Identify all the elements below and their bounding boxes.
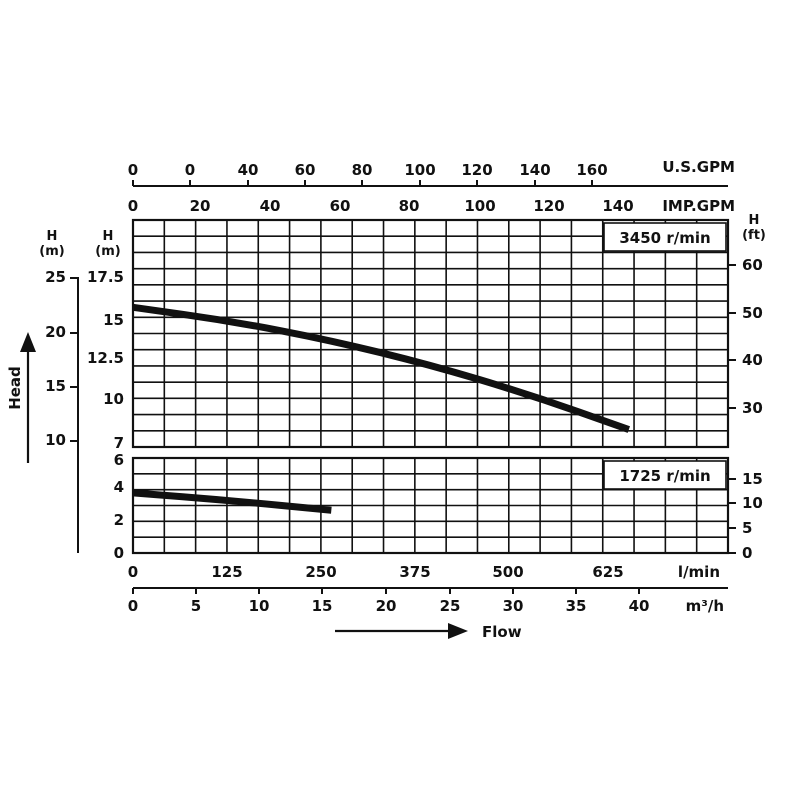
right-upper-tick-label: 30: [742, 399, 763, 417]
imp-gpm-tick-label: 80: [399, 197, 420, 215]
lmin-tick-label: 250: [305, 563, 336, 581]
speed-label: 1725 r/min: [619, 467, 710, 485]
imp-gpm-tick-label: 60: [330, 197, 351, 215]
h-ft-label: H (ft): [742, 213, 766, 243]
lmin-tick-label: 625: [592, 563, 623, 581]
upper-inner-tick-label: 15: [103, 311, 124, 329]
curve-1725: [132, 489, 332, 514]
speed-label-box: [603, 222, 727, 252]
lmin-tick-label: 0: [128, 563, 138, 581]
lower-panel-frame: [131, 456, 730, 555]
m3h-label: m³/h: [686, 597, 724, 615]
lower-inner-tick-label: 4: [114, 478, 124, 496]
m3h-tick-label: 15: [312, 597, 333, 615]
m3h-tick-label: 25: [440, 597, 461, 615]
imp-gpm-tick-label: 20: [190, 197, 211, 215]
right-lower-tick-label: 15: [742, 470, 763, 488]
flow-label: Flow: [482, 623, 522, 641]
right-upper-tick-label: 50: [742, 304, 763, 322]
right-lower-tick-label: 10: [742, 494, 763, 512]
upper-inner-tick-label: 10: [103, 390, 124, 408]
lmin-tick-label: 125: [211, 563, 242, 581]
us-gpm-tick-label: 40: [238, 161, 259, 179]
lmin-label: l/min: [678, 563, 720, 581]
m3h-tick-label: 0: [128, 597, 138, 615]
us-gpm-label: U.S.GPM: [662, 158, 735, 176]
upper-panel-frame: [131, 218, 730, 449]
lmin-tick-label: 375: [399, 563, 430, 581]
head-label: Head: [6, 366, 24, 410]
upper-inner-tick-label: 17.5: [87, 268, 124, 286]
imp-gpm-label: IMP.GPM: [662, 197, 735, 215]
right-lower-tick-label: 5: [742, 519, 752, 537]
us-gpm-tick-label: 160: [576, 161, 607, 179]
right-lower-tick-label: 0: [742, 544, 752, 562]
outer-tick-label: 25: [45, 268, 66, 286]
m3h-tick-label: 40: [629, 597, 650, 615]
lower-inner-tick-label: 2: [114, 511, 124, 529]
imp-gpm-tick-label: 140: [602, 197, 633, 215]
m3h-tick-label: 30: [503, 597, 524, 615]
lower-inner-tick-label: 0: [114, 544, 124, 562]
us-gpm-tick-label: 140: [519, 161, 550, 179]
us-gpm-tick-label: 80: [352, 161, 373, 179]
speed-label-box: [603, 460, 727, 490]
m3h-tick-label: 10: [249, 597, 270, 615]
outer-tick-label: 15: [45, 377, 66, 395]
upper-inner-tick-label: 7: [114, 434, 124, 452]
outer-tick-label: 10: [45, 431, 66, 449]
h-m-inner-label: H (m): [95, 229, 120, 259]
us-gpm-tick-label: 0: [128, 161, 138, 179]
upper-inner-tick-label: 12.5: [87, 349, 124, 367]
imp-gpm-tick-label: 120: [533, 197, 564, 215]
m3h-tick-label: 5: [191, 597, 201, 615]
us-gpm-tick-label: 100: [404, 161, 435, 179]
us-gpm-tick-label: 60: [295, 161, 316, 179]
lmin-tick-label: 500: [492, 563, 523, 581]
m3h-tick-label: 35: [566, 597, 587, 615]
imp-gpm-tick-label: 40: [260, 197, 281, 215]
lower-inner-tick-label: 6: [114, 451, 124, 469]
outer-tick-label: 20: [45, 323, 66, 341]
imp-gpm-tick-label: 100: [464, 197, 495, 215]
flow-arrow-head: [448, 623, 468, 639]
speed-label: 3450 r/min: [619, 229, 710, 247]
right-upper-tick-label: 40: [742, 351, 763, 369]
h-m-outer-label: H (m): [39, 229, 64, 259]
head-arrow-head: [20, 332, 36, 352]
us-gpm-tick-label: 120: [461, 161, 492, 179]
m3h-tick-label: 20: [376, 597, 397, 615]
imp-gpm-tick-label: 0: [128, 197, 138, 215]
right-upper-tick-label: 60: [742, 256, 763, 274]
us-gpm-tick-label: 0: [185, 161, 195, 179]
curve-3450: [132, 303, 630, 433]
